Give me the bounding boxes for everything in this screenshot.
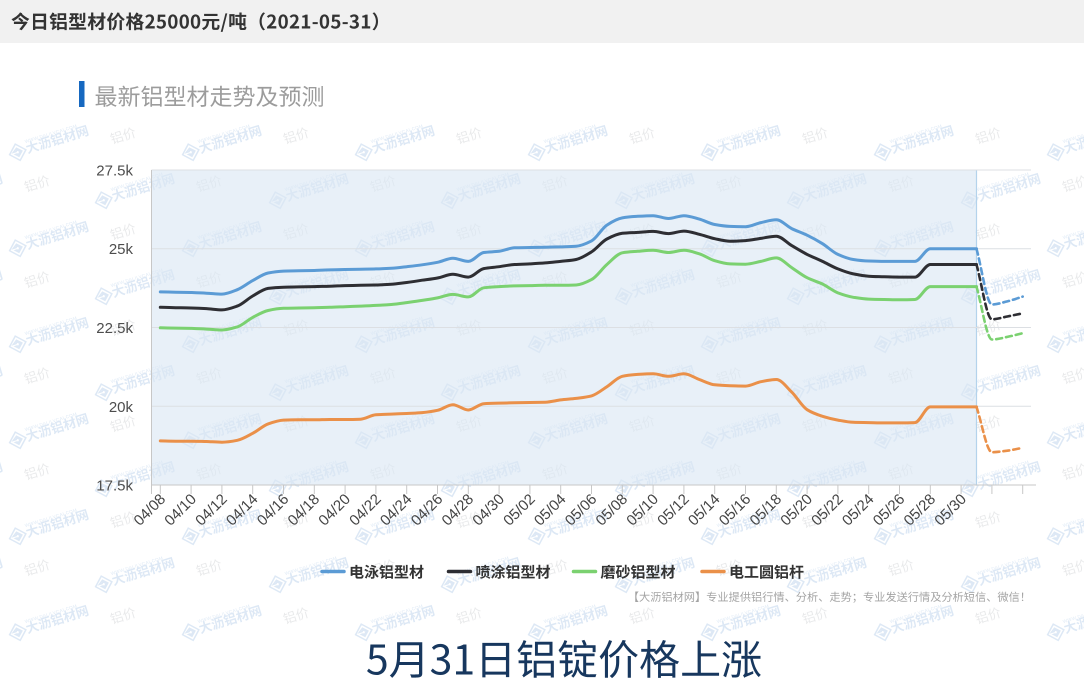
svg-text:17.5k: 17.5k <box>96 478 133 495</box>
svg-text:27.5k: 27.5k <box>96 163 133 180</box>
svg-text:22.5k: 22.5k <box>96 320 133 337</box>
svg-text:20k: 20k <box>109 399 134 416</box>
svg-text:25k: 25k <box>109 241 134 258</box>
